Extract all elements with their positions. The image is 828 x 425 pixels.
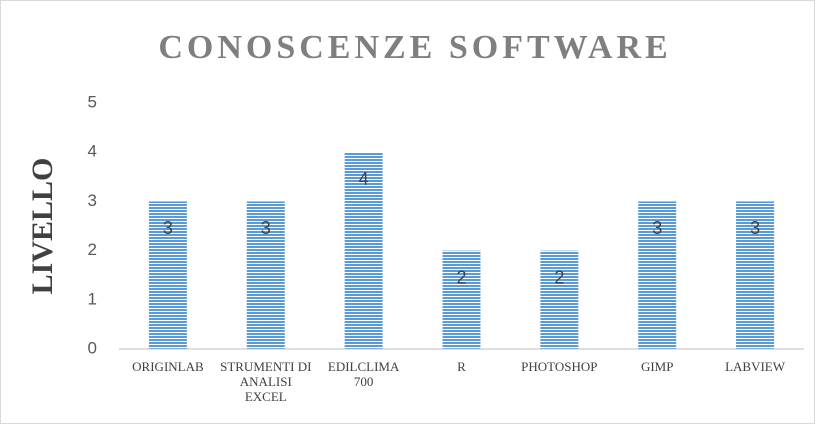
data-label: 3 — [261, 218, 271, 238]
data-label: 2 — [554, 267, 564, 287]
chart-title: CONOSCENZE SOFTWARE — [158, 29, 671, 66]
y-tick-label: 1 — [88, 289, 97, 308]
x-tick-label: R — [457, 359, 466, 374]
data-label: 2 — [456, 267, 466, 287]
x-tick-label: PHOTOSHOP — [521, 359, 597, 374]
y-tick-label: 5 — [88, 92, 97, 111]
bar — [638, 201, 677, 349]
x-tick-label: LABVIEW — [725, 359, 786, 374]
y-tick-label: 4 — [88, 142, 97, 161]
bar — [736, 201, 775, 349]
bar — [442, 250, 481, 349]
bar — [148, 201, 187, 349]
x-tick-label: STRUMENTI DI ANALISI EXCEL — [220, 359, 311, 404]
data-label: 4 — [359, 169, 369, 189]
bar — [540, 250, 579, 349]
x-tick-label: EDILCLIMA 700 — [328, 359, 400, 389]
y-axis-label: LIVELLO — [26, 158, 59, 295]
data-label: 3 — [652, 218, 662, 238]
bar — [246, 201, 285, 349]
y-tick-label: 3 — [88, 191, 97, 210]
data-label: 3 — [750, 218, 760, 238]
x-tick-label: ORIGINLAB — [132, 359, 204, 374]
y-tick-label: 0 — [88, 338, 97, 357]
y-tick-label: 2 — [88, 240, 97, 259]
x-tick-label: GIMP — [641, 359, 674, 374]
bar — [344, 152, 383, 349]
data-label: 3 — [163, 218, 173, 238]
